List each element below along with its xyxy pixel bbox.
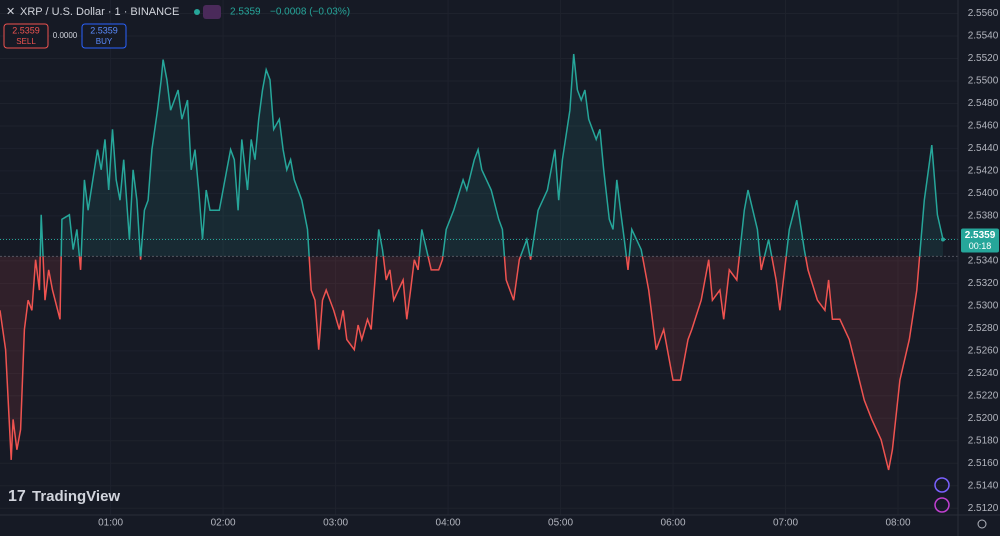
y-tick-label: 2.5400 bbox=[968, 188, 999, 199]
x-tick-label: 05:00 bbox=[548, 518, 573, 529]
x-tick-label: 08:00 bbox=[885, 518, 910, 529]
y-tick-label: 2.5220 bbox=[968, 390, 999, 401]
close-icon[interactable]: ✕ bbox=[6, 6, 15, 18]
plot bbox=[0, 53, 958, 471]
price: 2.5359 bbox=[230, 7, 261, 18]
y-tick-label: 2.5120 bbox=[968, 503, 999, 514]
y-tick-label: 2.5520 bbox=[968, 53, 999, 64]
sell-label: SELL bbox=[16, 37, 36, 46]
spread: 0.0000 bbox=[53, 31, 78, 40]
icon[interactable] bbox=[934, 497, 950, 513]
logo-mark: 17 bbox=[8, 488, 26, 505]
grid bbox=[0, 0, 958, 515]
y-tick-label: 2.5300 bbox=[968, 300, 999, 311]
y-tick-label: 2.5180 bbox=[968, 435, 999, 446]
symbol-title: XRP / U.S. Dollar · 1 · BINANCE bbox=[20, 6, 179, 18]
y-tick-label: 2.5320 bbox=[968, 278, 999, 289]
y-tick-label: 2.5420 bbox=[968, 166, 999, 177]
y-tick-label: 2.5480 bbox=[968, 98, 999, 109]
area-up bbox=[40, 54, 943, 257]
y-tick-label: 2.5260 bbox=[968, 345, 999, 356]
x-tick-label: 07:00 bbox=[773, 518, 798, 529]
y-tick-label: 2.5380 bbox=[968, 211, 999, 222]
y-tick-label: 2.5460 bbox=[968, 121, 999, 132]
buy-price: 2.5359 bbox=[90, 25, 118, 35]
line-up bbox=[39, 53, 944, 257]
settings-icon[interactable] bbox=[977, 519, 987, 529]
y-tick-label: 2.5560 bbox=[968, 8, 999, 19]
x-tick-label: 06:00 bbox=[661, 518, 686, 529]
price-label-box bbox=[961, 228, 999, 253]
sell-price: 2.5359 bbox=[12, 25, 40, 35]
y-tick-label: 2.5340 bbox=[968, 256, 999, 267]
icon[interactable] bbox=[203, 5, 221, 19]
y-tick-label: 2.5280 bbox=[968, 323, 999, 334]
y-tick-label: 2.5160 bbox=[968, 458, 999, 469]
countdown: 00:18 bbox=[969, 241, 992, 251]
line-down bbox=[0, 256, 921, 471]
buy-button[interactable] bbox=[81, 23, 127, 49]
y-tick-label: 2.5440 bbox=[968, 143, 999, 154]
last-point bbox=[941, 237, 946, 242]
x-tick-label: 01:00 bbox=[98, 518, 123, 529]
x-tick-label: 04:00 bbox=[436, 518, 461, 529]
y-tick-label: 2.5500 bbox=[968, 76, 999, 87]
sell-button[interactable] bbox=[3, 23, 49, 49]
price-label: 2.5359 bbox=[965, 230, 996, 241]
change: −0.0008 (−0.03%) bbox=[270, 7, 350, 18]
x-tick-label: 02:00 bbox=[211, 518, 236, 529]
x-tick-label: 03:00 bbox=[323, 518, 348, 529]
area-down bbox=[0, 256, 943, 470]
watermark: TradingView bbox=[32, 488, 120, 505]
y-tick-label: 2.5240 bbox=[968, 368, 999, 379]
status-dot bbox=[194, 9, 200, 15]
y-tick-label: 2.5140 bbox=[968, 480, 999, 491]
icon[interactable] bbox=[934, 477, 950, 493]
y-tick-label: 2.5540 bbox=[968, 31, 999, 42]
axes: 2.5120 2.5140 2.5160 2.5180 2.5200 2.5220 2.52… bbox=[98, 8, 999, 529]
y-tick-label: 2.5200 bbox=[968, 413, 999, 424]
buy-label: BUY bbox=[96, 37, 113, 46]
